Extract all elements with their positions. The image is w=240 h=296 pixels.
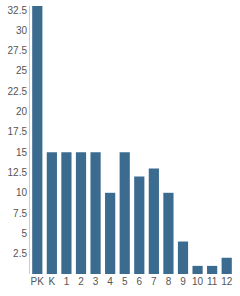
svg-text:4: 4 [107, 276, 113, 287]
svg-text:5: 5 [122, 276, 128, 287]
svg-text:9: 9 [180, 276, 186, 287]
svg-text:7.5: 7.5 [13, 208, 27, 219]
svg-text:6: 6 [137, 276, 143, 287]
svg-text:8: 8 [166, 276, 172, 287]
svg-text:7: 7 [151, 276, 157, 287]
svg-text:25: 25 [16, 65, 28, 76]
svg-text:22.5: 22.5 [8, 86, 28, 97]
svg-text:10: 10 [192, 276, 204, 287]
svg-text:12.5: 12.5 [8, 167, 28, 178]
svg-text:2.5: 2.5 [13, 248, 27, 259]
svg-text:20: 20 [16, 106, 28, 117]
svg-text:2: 2 [78, 276, 84, 287]
svg-text:10: 10 [16, 187, 28, 198]
svg-text:3: 3 [93, 276, 99, 287]
svg-text:27.5: 27.5 [8, 45, 28, 56]
svg-text:K: K [49, 276, 56, 287]
svg-text:5: 5 [21, 228, 27, 239]
svg-text:32.5: 32.5 [8, 5, 28, 16]
svg-text:17.5: 17.5 [8, 126, 28, 137]
svg-text:PK: PK [31, 276, 45, 287]
svg-text:12: 12 [221, 276, 233, 287]
svg-text:15: 15 [16, 147, 28, 158]
svg-text:11: 11 [207, 276, 218, 287]
svg-text:30: 30 [16, 25, 28, 36]
svg-text:1: 1 [64, 276, 70, 287]
